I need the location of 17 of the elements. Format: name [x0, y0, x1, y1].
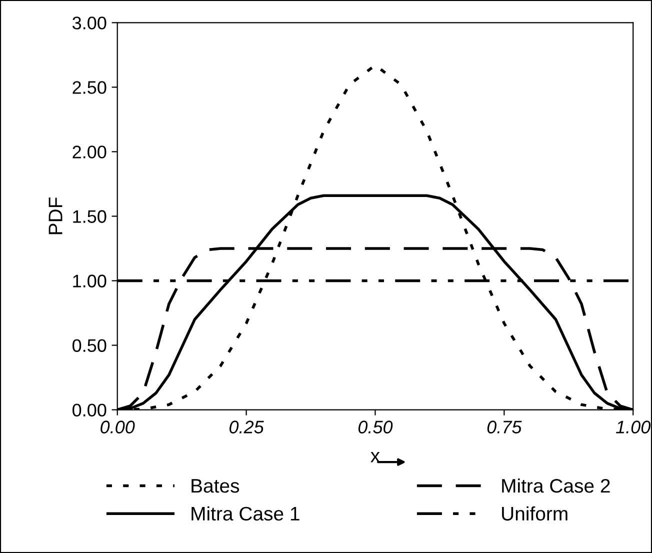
y-axis-title: PDF	[48, 198, 62, 234]
y-tick-label: 0.00	[72, 404, 106, 416]
x-tick-label: 0.00	[100, 420, 135, 434]
x-tick-label: 0.50	[358, 420, 393, 434]
x-tick-label: 0.75	[487, 420, 522, 434]
x-tick-label: 1.00	[616, 420, 651, 434]
x-tick-label: 0.25	[230, 420, 264, 434]
y-tick-label: 2.00	[72, 146, 106, 158]
legend-label: Bates	[192, 479, 240, 493]
y-tick-label: 1.50	[73, 210, 106, 223]
legend-label: Uniform	[502, 506, 568, 521]
y-tick-label: 3.00	[72, 16, 106, 30]
y-tick-label: 0.50	[72, 339, 106, 352]
y-tick-label: 2.50	[72, 81, 106, 94]
legend-label: Mitra Case 2	[502, 478, 610, 493]
legend-label: Mitra Case 1	[192, 506, 300, 521]
y-tick-label: 1.00	[73, 274, 106, 288]
